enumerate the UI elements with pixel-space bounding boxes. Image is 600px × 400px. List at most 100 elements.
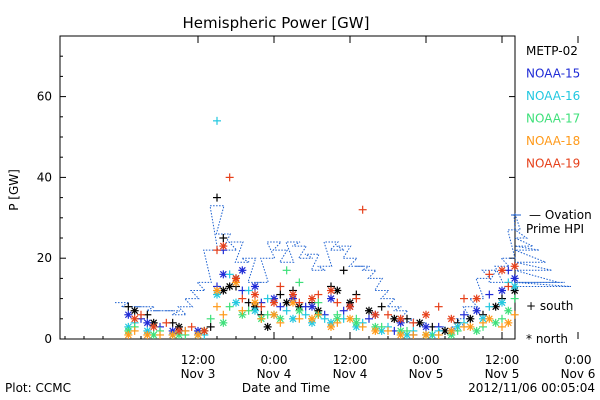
metp-02-south-point [206, 322, 215, 331]
noaa-18-north-point [447, 326, 456, 335]
noaa-19-north-point [308, 294, 316, 303]
noaa-18-north-point [308, 314, 316, 323]
noaa-16-south-point [213, 116, 221, 125]
noaa-19-south-point [276, 282, 285, 291]
noaa-16-north-point [251, 306, 259, 315]
noaa-19-south-point [333, 298, 342, 307]
noaa-18-south-point [276, 318, 285, 327]
footer-left: Plot: CCMC [5, 381, 71, 395]
noaa-18-south-point [409, 330, 418, 339]
noaa-17-north-point [472, 326, 481, 335]
noaa-15-north-point [124, 310, 133, 319]
noaa-15-north-point [472, 306, 481, 315]
noaa-17-north-point [504, 306, 513, 315]
noaa-15-north-point [219, 270, 228, 279]
noaa-15-south-point [276, 302, 285, 311]
noaa-19-north-point [289, 290, 297, 299]
noaa-19-south-point [295, 298, 304, 307]
noaa-16-south-point [320, 314, 329, 323]
noaa-18-south-point [333, 318, 342, 327]
noaa-18-north-point [466, 322, 475, 331]
noaa-16-south-point [225, 270, 234, 279]
x-tick-time: 12:00 [333, 353, 368, 367]
noaa-15-south-point [339, 306, 348, 315]
noaa-15-north-point [143, 318, 152, 327]
noaa-19-north-point [327, 286, 335, 295]
noaa-18-south-point [314, 310, 323, 319]
noaa-16-south-point [263, 294, 272, 303]
noaa-19-south-point [238, 294, 247, 303]
y-tick-label: 60 [37, 90, 52, 104]
noaa-18-north-point [396, 330, 405, 339]
north-legend: * north [526, 332, 568, 346]
x-tick-time: 0:00 [413, 353, 440, 367]
y-tick-label: 20 [37, 251, 52, 265]
y-tick-label: 40 [37, 170, 52, 184]
noaa-19-north-point [498, 266, 506, 275]
noaa-19-south-point [460, 294, 468, 303]
noaa-18-south-point [510, 310, 519, 319]
noaa-15-south-point [460, 310, 468, 319]
noaa-19-south-point [137, 310, 145, 319]
x-tick-date: Nov 6 [561, 367, 596, 381]
noaa-18-north-point [346, 314, 354, 323]
x-tick-date: Nov 5 [409, 367, 444, 381]
legend-item-noaa-18: NOAA-18 [526, 134, 580, 148]
noaa-18-south-point [358, 322, 367, 331]
noaa-18-north-point [371, 326, 380, 335]
noaa-19-south-point [187, 322, 196, 331]
noaa-16-south-point [282, 306, 291, 315]
noaa-17-north-point [149, 330, 158, 339]
noaa-18-north-point [270, 310, 278, 319]
noaa-18-south-point [295, 314, 304, 323]
metp-02-south-point [339, 266, 348, 275]
noaa-19-north-point [149, 322, 158, 331]
noaa-18-north-point [124, 330, 133, 339]
noaa-19-north-point [472, 294, 481, 303]
footer-right: 2012/11/06 00:05:04 [468, 381, 595, 395]
noaa-15-north-point [251, 282, 259, 291]
noaa-19-south-point [162, 318, 171, 327]
x-tick-time: 12:00 [485, 353, 520, 367]
metp-02-south-point [124, 302, 133, 311]
noaa-17-north-point [219, 318, 228, 327]
metp-02-south-point [377, 302, 386, 311]
legend-item-noaa-15: NOAA-15 [526, 67, 580, 81]
metp-02-north-point [365, 306, 373, 315]
y-tick-label: 0 [44, 332, 52, 346]
noaa-18-south-point [479, 318, 487, 327]
legend: METP-02 NOAA-15 NOAA-16 NOAA-17 NOAA-18 NOAA-… [526, 44, 580, 171]
noaa-19-north-point [371, 310, 380, 319]
noaa-17-south-point [314, 298, 323, 307]
legend-item-metp-02: METP-02 [526, 44, 578, 58]
noaa-19-north-point [200, 326, 209, 335]
metp-02-north-point [130, 306, 139, 315]
noaa-18-north-point [485, 314, 494, 323]
x-tick-time: 0:00 [261, 353, 288, 367]
noaa-19-south-point [409, 318, 418, 327]
x-tick-date: Nov 5 [485, 367, 520, 381]
noaa-15-north-point [422, 322, 430, 331]
x-tick-date: Nov 3 [181, 367, 216, 381]
noaa-18-south-point [219, 310, 228, 319]
noaa-19-south-point [384, 310, 392, 319]
ovation-hpi-series [115, 205, 572, 332]
noaa-19-north-point [510, 262, 519, 271]
noaa-19-north-point [175, 326, 183, 335]
legend-item-noaa-19: NOAA-19 [526, 157, 580, 171]
noaa-19-south-point [314, 290, 323, 299]
noaa-19-north-point [396, 314, 405, 323]
noaa-19-north-point [219, 242, 228, 251]
noaa-18-north-point [327, 322, 335, 331]
noaa-19-north-point [447, 314, 456, 323]
noaa-15-north-point [510, 274, 519, 283]
metp-02-north-point [466, 314, 475, 323]
noaa-19-north-point [270, 298, 278, 307]
noaa-18-south-point [156, 330, 164, 339]
noaa-15-north-point [308, 302, 316, 311]
noaa-18-south-point [213, 302, 221, 311]
noaa-18-north-point [504, 318, 513, 327]
noaa-18-south-point [257, 314, 266, 323]
